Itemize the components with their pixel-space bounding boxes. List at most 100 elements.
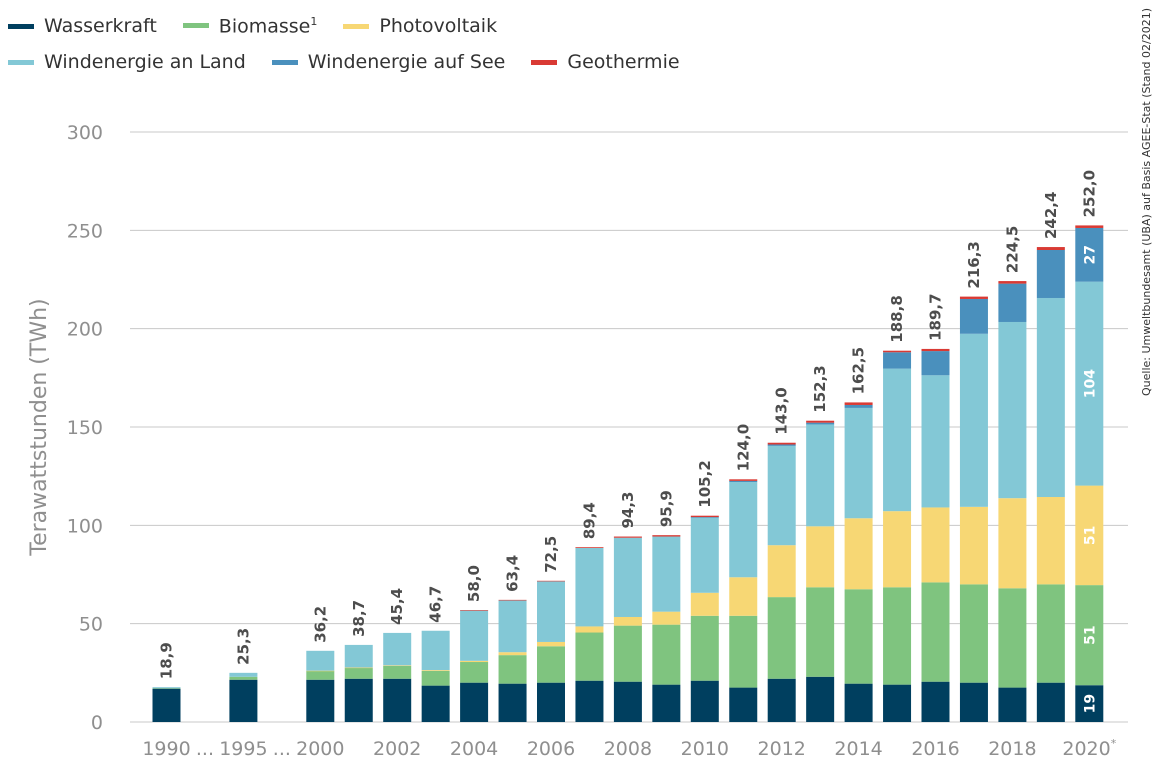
bar-segment-photovoltaik (1036, 497, 1065, 585)
legend-item-biomasse: Biomasse1 (182, 15, 317, 37)
bar-segment-photovoltaik (921, 507, 950, 583)
bars: 18,9 25,3 36,2 38,7 45,4 46,7 58,0 63,4 72,5 89,4… (152, 170, 1104, 722)
x-tick-label: 2018 (988, 738, 1036, 760)
bar-segment-windenergie-an-land (844, 407, 873, 519)
segment-label: 19 (1082, 694, 1098, 713)
legend-swatch (271, 59, 298, 65)
bar-stack-2020: 252,0 (1075, 170, 1104, 722)
bar-stack-2003: 46,7 (421, 586, 450, 722)
bar-segment-windenergie-an-land (883, 368, 912, 512)
bar-segment-photovoltaik (306, 670, 335, 672)
bar-segment-wasserkraft (959, 682, 988, 722)
bar-segment-biomasse (383, 665, 412, 679)
bar-segment-biomasse (537, 646, 565, 683)
bar-total-label: 95,9 (657, 490, 675, 527)
bar-segment-wasserkraft (806, 676, 835, 722)
bar-stack-2006: 72,5 (537, 536, 565, 722)
bar-segment-biomasse (498, 655, 527, 684)
bar-segment-photovoltaik (421, 670, 450, 671)
bar-segment-wasserkraft (383, 678, 412, 722)
bar-total-label: 45,4 (388, 588, 406, 625)
bar-segment-photovoltaik (883, 511, 912, 588)
x-tick-label: 2002 (373, 738, 421, 760)
bar-total-label: 143,0 (773, 387, 791, 434)
bar-segment-windenergie-an-land (767, 445, 796, 546)
bar-segment-windenergie-an-land (537, 581, 565, 642)
bar-segment-windenergie-auf-see (729, 480, 758, 483)
bar-segment-photovoltaik (383, 665, 412, 666)
bar-segment-biomasse (767, 597, 796, 679)
bar-segment-biomasse (690, 615, 719, 681)
bar-segment-biomasse (229, 676, 258, 680)
bar-stack-2014: 162,5 (844, 347, 873, 722)
bar-segment-biomasse (652, 624, 681, 685)
bar-segment-geothermie (921, 348, 950, 352)
y-tick-label: 150 (67, 417, 103, 439)
bar-stack-2013: 152,3 (806, 365, 835, 722)
bar-stack-1990: 18,9 (152, 642, 181, 722)
bar-segment-photovoltaik (767, 545, 796, 598)
bar-segment-geothermie (498, 599, 527, 601)
bar-segment-wasserkraft (998, 687, 1027, 722)
bar-segment-biomasse (844, 589, 873, 684)
bar-stack-2012: 143,0 (767, 387, 796, 722)
bar-segment-windenergie-auf-see (1036, 250, 1065, 298)
bar-segment-windenergie-an-land (1036, 297, 1065, 498)
bar-stack-2011: 124,0 (729, 424, 758, 722)
bar-segment-biomasse (729, 615, 758, 688)
bar-total-label: 189,7 (927, 293, 945, 340)
bar-segment-photovoltaik (959, 506, 988, 585)
bar-segment-biomasse (959, 584, 988, 683)
legend-row: Wasserkraft Biomasse1 Photovoltaik (8, 8, 828, 44)
bar-segment-biomasse (998, 588, 1027, 688)
bar-segment-photovoltaik (498, 652, 527, 656)
bar-segment-wasserkraft (883, 684, 912, 722)
bar-segment-windenergie-auf-see (998, 283, 1027, 322)
x-tick-footnote-mark: * (1111, 737, 1117, 750)
bar-segment-biomasse (883, 587, 912, 685)
bar-total-label: 162,5 (850, 347, 868, 394)
bar-stack-2001: 38,7 (344, 600, 373, 722)
bar-total-label: 89,4 (580, 502, 598, 539)
bar-segment-windenergie-auf-see (844, 404, 873, 408)
bar-total-label: 38,7 (350, 600, 368, 637)
bar-segment-windenergie-an-land (613, 537, 642, 617)
x-tick-label: ... (196, 738, 214, 760)
bar-segment-photovoltaik (537, 641, 565, 647)
legend-item-wasserkraft: Wasserkraft (8, 15, 157, 37)
bar-segment-photovoltaik (998, 498, 1027, 589)
legend-swatch (182, 23, 209, 29)
bar-segment-geothermie (537, 580, 565, 582)
bar-stack-2000: 36,2 (306, 606, 335, 722)
bar-segment-windenergie-auf-see (921, 351, 950, 376)
bar-segment-windenergie-an-land (729, 482, 758, 578)
segment-label: 51 (1082, 526, 1098, 545)
x-tick-label: 2020* (1062, 737, 1116, 760)
legend-label: Wasserkraft (44, 15, 157, 37)
bar-segment-windenergie-an-land (460, 610, 489, 661)
bar-segment-windenergie-an-land (498, 600, 527, 653)
legend-label: Geothermie (567, 51, 680, 73)
bar-segment-windenergie-auf-see (959, 298, 988, 334)
x-tick-label: 2016 (911, 738, 959, 760)
bar-stack-2016: 189,7 (921, 293, 950, 722)
bar-total-label: 188,8 (888, 295, 906, 342)
bar-segment-geothermie (460, 610, 489, 611)
bar-segment-photovoltaik (844, 518, 873, 590)
bar-stack-2015: 188,8 (883, 295, 912, 722)
bar-stack-1995: 25,3 (229, 628, 258, 722)
segment-labels-2020: 19 51 51 104 27 (1082, 245, 1098, 713)
legend-swatch (531, 59, 558, 65)
bar-segment-windenergie-an-land (921, 375, 950, 508)
bar-segment-photovoltaik (575, 626, 604, 633)
x-tick-label: 2008 (604, 738, 652, 760)
bar-segment-windenergie-an-land (344, 644, 373, 668)
bar-segment-wasserkraft (844, 683, 873, 722)
x-tick-label: 1990 (142, 738, 190, 760)
legend-swatch (8, 59, 34, 65)
bar-segment-photovoltaik (690, 592, 719, 616)
bar-stack-2002: 45,4 (383, 588, 412, 722)
segment-label: 51 (1082, 625, 1098, 644)
bar-segment-photovoltaik (1075, 485, 1104, 586)
